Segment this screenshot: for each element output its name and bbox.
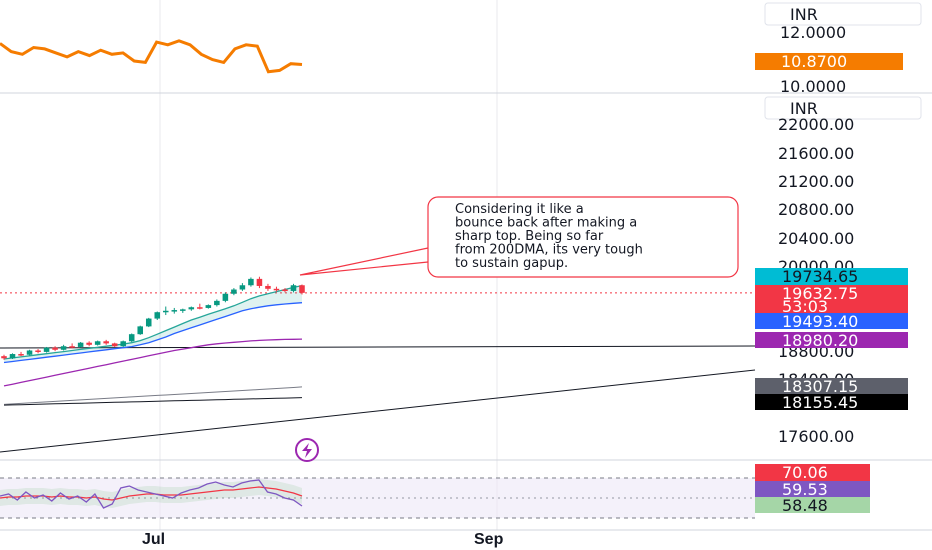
- top-y-tick-12: 12.0000: [780, 23, 846, 42]
- candle: [1, 354, 7, 360]
- rsi-badge-2: [755, 481, 870, 497]
- candle: [299, 284, 305, 295]
- candle: [188, 306, 195, 311]
- ma-gray-value: 18307.15: [782, 377, 858, 396]
- grid: [0, 0, 932, 531]
- y-tick-20400: 20400.00: [778, 229, 854, 248]
- last-price-badge: [755, 285, 908, 313]
- ma-mid-value: 19493.40: [782, 312, 858, 331]
- candle: [26, 349, 33, 356]
- candle: [282, 288, 288, 293]
- rising-trendline[interactable]: [0, 369, 756, 453]
- price-unit-label: INR: [790, 99, 818, 118]
- top-unit-label: INR: [790, 5, 818, 24]
- ma-fast-badge: [755, 268, 908, 285]
- rsi-band: [0, 478, 755, 518]
- annotation-callout[interactable]: Considering it like a bounce back after m…: [299, 196, 739, 278]
- candles-layer: [1, 276, 305, 360]
- rsi-value-1: 70.06: [782, 463, 828, 482]
- candle: [86, 341, 92, 347]
- ma-black-line: [3, 397, 303, 406]
- lightning-icon[interactable]: [295, 438, 319, 462]
- candle: [103, 339, 109, 345]
- ma-mid-badge: [755, 313, 908, 329]
- candle: [111, 342, 118, 347]
- candle: [214, 299, 220, 307]
- candle: [18, 351, 24, 357]
- top-last-value: 10.8700: [781, 52, 847, 71]
- rsi-layer: [0, 479, 303, 509]
- annotation-text: Considering it like a bounce back after m…: [455, 202, 643, 271]
- ma-gray-badge: [755, 378, 908, 394]
- rsi-value-3: 58.48: [782, 496, 828, 515]
- ma-gray-line: [3, 386, 303, 405]
- rsi-badge-1: [755, 464, 870, 481]
- candle: [197, 303, 203, 310]
- rsi-value-2: 59.53: [782, 480, 828, 499]
- rsi-badge-3: [755, 497, 870, 513]
- x-tick-sep: Sep: [474, 531, 504, 548]
- candle: [205, 304, 212, 309]
- candle: [248, 277, 254, 287]
- price-unit-box[interactable]: [764, 96, 922, 120]
- last-price-value: 19632.75: [782, 284, 858, 303]
- candle: [171, 307, 178, 314]
- candle: [290, 283, 297, 293]
- candle: [137, 325, 143, 335]
- candle: [231, 288, 237, 296]
- moving-averages-layer: [3, 284, 303, 406]
- top-last-value-badge: [755, 53, 903, 70]
- top-panel-axis: INR 12.0000 10.8700 10.0000: [755, 2, 922, 96]
- ma-mid-line: [3, 302, 303, 364]
- countdown-timer: 53:03: [782, 297, 828, 316]
- y-tick-17600: 17600.00: [778, 427, 854, 446]
- y-tick-21200: 21200.00: [778, 172, 854, 191]
- top-series-line: [0, 39, 303, 74]
- candle: [69, 343, 75, 349]
- ma-slow-value: 18980.20: [782, 331, 858, 350]
- ma-slow-line: [3, 338, 303, 387]
- candle: [128, 333, 135, 342]
- callout-pointer: [299, 247, 429, 276]
- candle: [256, 276, 263, 289]
- candle: [60, 344, 67, 351]
- rsi-signal-line: [0, 486, 303, 501]
- ma-black-badge: [755, 394, 908, 410]
- top-series-layer: [0, 39, 303, 74]
- price-panel-axis: INR 22000.00 21600.00 21200.00 20800.00 …: [755, 96, 922, 446]
- candle: [222, 292, 229, 303]
- candle: [9, 353, 16, 359]
- candle: [239, 283, 246, 291]
- candle: [163, 306, 169, 316]
- candle: [273, 286, 280, 292]
- callout-box: [427, 196, 739, 278]
- top-unit-box[interactable]: [764, 2, 922, 26]
- candle: [52, 346, 58, 352]
- candle: [94, 340, 101, 346]
- candle: [265, 283, 271, 291]
- rsi-line: [0, 479, 303, 509]
- candle: [77, 341, 84, 348]
- candle: [35, 349, 41, 354]
- ma-fast-line: [3, 284, 303, 360]
- candle: [43, 346, 50, 353]
- y-tick-22000: 22000.00: [778, 115, 854, 134]
- y-tick-20800: 20800.00: [778, 200, 854, 219]
- candle: [120, 340, 126, 347]
- rsi-axis: 70.06 59.53 58.48: [755, 463, 870, 515]
- y-tick-21600: 21600.00: [778, 144, 854, 163]
- candle: [180, 308, 186, 313]
- candle: [145, 317, 152, 328]
- ma-slow-badge: [755, 332, 908, 348]
- ma-fast-value: 19734.65: [782, 267, 858, 286]
- ma-black-value: 18155.45: [782, 393, 858, 412]
- candle: [154, 311, 161, 320]
- x-tick-jul: Jul: [142, 531, 165, 548]
- top-y-tick-10: 10.0000: [780, 77, 846, 96]
